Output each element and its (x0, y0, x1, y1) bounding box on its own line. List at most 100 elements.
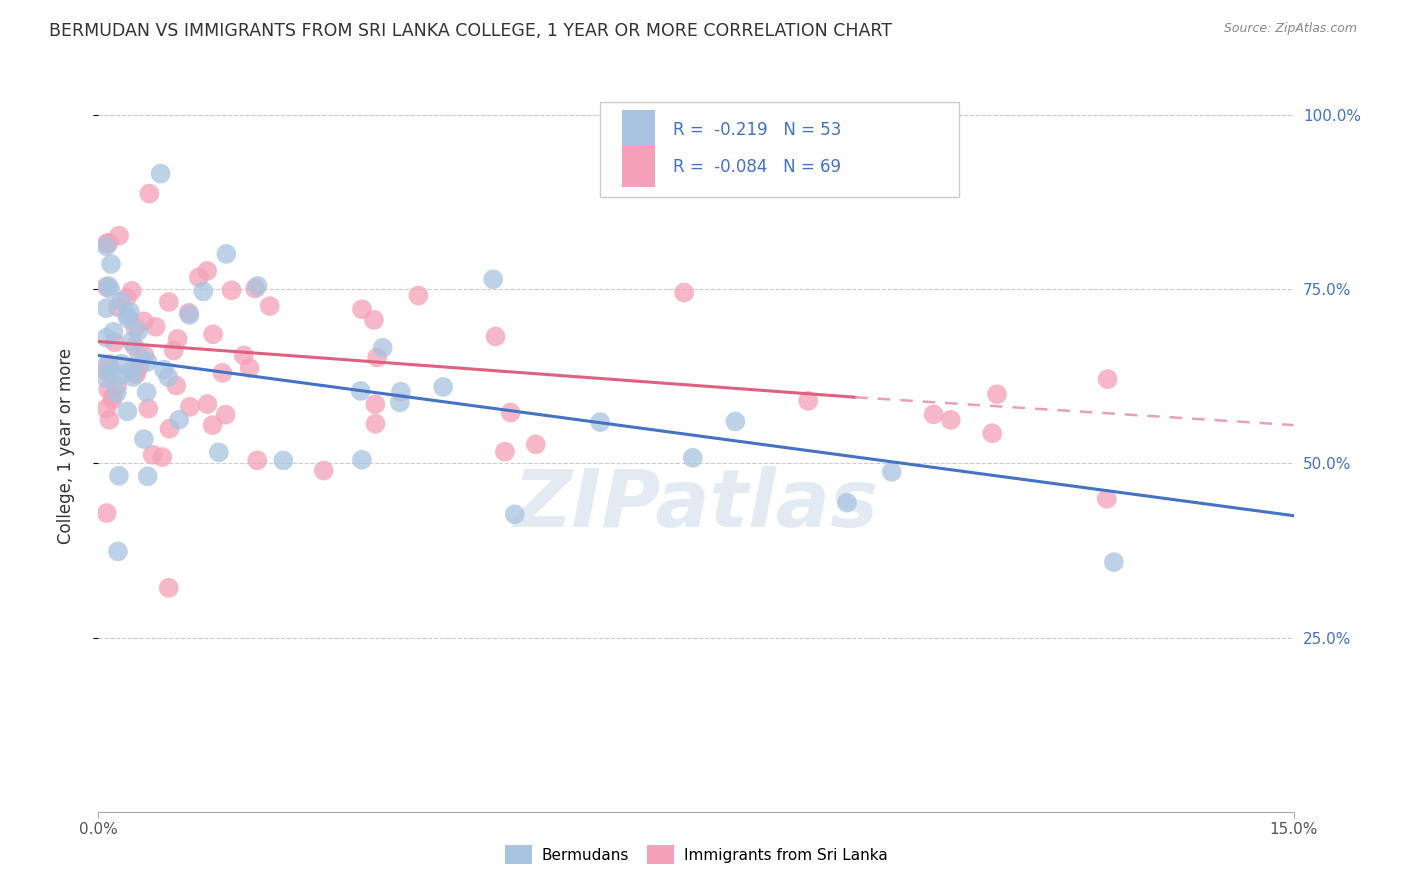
Point (107, 300, 129, 314)
Point (371, 341, 394, 355)
Text: ZIPatlas: ZIPatlas (513, 466, 879, 543)
Point (797, 393, 820, 408)
Point (211, 366, 233, 380)
Point (389, 384, 412, 399)
Point (364, 417, 387, 431)
Point (149, 167, 172, 181)
Point (117, 311, 139, 326)
Point (142, 448, 165, 462)
Point (124, 320, 146, 334)
Point (101, 393, 124, 408)
Point (350, 302, 373, 317)
Point (499, 405, 522, 419)
Point (195, 264, 218, 278)
Point (138, 401, 160, 416)
Point (482, 272, 505, 286)
Point (121, 284, 143, 298)
Point (127, 324, 149, 338)
Point (350, 384, 373, 398)
Point (246, 453, 269, 467)
Point (221, 283, 243, 297)
Point (121, 363, 143, 377)
Point (103, 325, 125, 339)
Point (202, 327, 225, 342)
Point (108, 228, 131, 243)
Point (1102, 555, 1125, 569)
Point (166, 332, 188, 346)
Point (134, 348, 156, 362)
Point (111, 357, 134, 371)
Point (96, 330, 118, 344)
Point (159, 422, 181, 436)
Point (981, 426, 1004, 441)
Point (432, 380, 454, 394)
Point (125, 367, 148, 381)
Point (408, 288, 430, 302)
Point (177, 306, 200, 320)
Point (96, 506, 118, 520)
Point (153, 363, 176, 377)
Text: R =  -0.084   N = 69: R = -0.084 N = 69 (673, 158, 841, 176)
Point (215, 247, 238, 261)
Point (350, 452, 373, 467)
Point (118, 304, 141, 318)
Point (98, 282, 121, 296)
Point (179, 308, 201, 322)
Point (128, 349, 150, 363)
Point (835, 495, 858, 509)
Point (150, 450, 173, 464)
Point (388, 395, 411, 409)
Text: BERMUDAN VS IMMIGRANTS FROM SRI LANKA COLLEGE, 1 YEAR OR MORE CORRELATION CHART: BERMUDAN VS IMMIGRANTS FROM SRI LANKA CO… (49, 22, 893, 40)
Point (136, 469, 159, 483)
Point (682, 450, 704, 465)
Point (128, 359, 150, 374)
Point (135, 385, 157, 400)
Point (110, 294, 132, 309)
Point (484, 329, 506, 343)
Text: R =  -0.219   N = 53: R = -0.219 N = 53 (673, 121, 842, 139)
Point (273, 453, 295, 467)
Point (115, 291, 138, 305)
Point (208, 445, 231, 459)
Point (724, 415, 747, 429)
Point (107, 544, 129, 558)
Point (163, 343, 186, 358)
Point (98, 357, 121, 371)
Point (366, 351, 388, 365)
Point (132, 314, 155, 328)
Point (105, 378, 128, 392)
Point (115, 308, 138, 322)
Point (132, 432, 155, 446)
Point (120, 334, 142, 349)
Point (110, 368, 132, 383)
FancyBboxPatch shape (621, 110, 655, 150)
Point (363, 313, 385, 327)
Point (239, 361, 262, 376)
Point (157, 370, 180, 384)
Point (96, 236, 118, 251)
Point (136, 355, 159, 369)
Point (524, 437, 547, 451)
Point (101, 389, 124, 403)
Point (673, 285, 696, 300)
Point (503, 508, 526, 522)
Point (108, 468, 131, 483)
Point (124, 365, 146, 379)
Point (1095, 491, 1118, 506)
Point (96, 401, 118, 416)
Point (939, 413, 962, 427)
Point (364, 397, 387, 411)
Point (96, 359, 118, 373)
Point (138, 186, 160, 201)
Point (145, 319, 167, 334)
Point (96, 301, 118, 315)
Point (97, 279, 120, 293)
Point (187, 270, 209, 285)
Point (259, 299, 281, 313)
Point (101, 366, 124, 380)
Point (97, 235, 120, 250)
Point (986, 387, 1008, 401)
FancyBboxPatch shape (600, 103, 959, 197)
Point (167, 413, 190, 427)
Point (124, 339, 146, 353)
